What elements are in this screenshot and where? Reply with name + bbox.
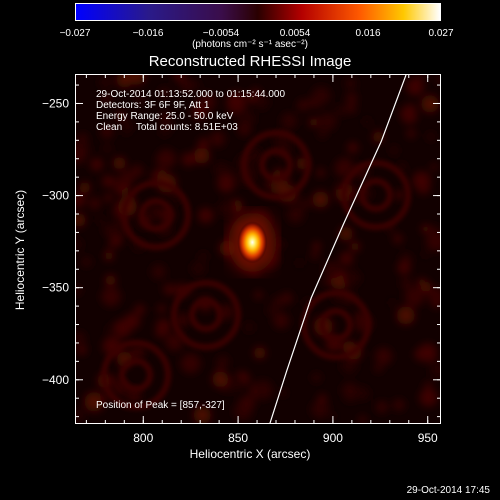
colorbar-tick-label: 0.027 <box>428 28 454 39</box>
colorbar-tick-label: −0.016 <box>132 28 164 39</box>
y-tick-label: −250 <box>42 96 69 110</box>
y-tick-label: −350 <box>42 281 69 295</box>
x-tick-label: 900 <box>323 431 343 445</box>
annotation-detectors: Detectors: 3F 6F 9F, Att 1 <box>96 100 210 111</box>
colorbar-unit-label: (photons cm⁻² s⁻¹ asec⁻²) <box>192 39 308 50</box>
x-axis-label: Heliocentric X (arcsec) <box>189 447 311 461</box>
colorbar-tick-label: 0.0054 <box>279 28 311 39</box>
colorbar-tick-label: −0.0054 <box>202 28 240 39</box>
hxr-source <box>237 221 268 264</box>
timestamp: 29-Oct-2014 17:45 <box>406 485 490 496</box>
annotation-time-range: 29-Oct-2014 01:13:52.000 to 01:15:44.000 <box>96 89 286 100</box>
x-tick-label: 800 <box>133 431 153 445</box>
colorbar <box>75 3 441 21</box>
colorbar-tick-label: −0.027 <box>59 28 91 39</box>
annotation-peak-position: Position of Peak = [857,-327] <box>96 400 225 411</box>
y-axis-label: Heliocentric Y (arcsec) <box>13 189 27 311</box>
annotation-clean-counts: Clean Total counts: 8.51E+03 <box>96 122 238 133</box>
y-tick-label: −300 <box>42 189 69 203</box>
plot-area: 29-Oct-2014 01:13:52.000 to 01:15:44.000… <box>75 74 441 424</box>
chart-title: Reconstructed RHESSI Image <box>148 53 352 70</box>
heatmap-image <box>76 75 440 423</box>
solar-limb-line <box>269 75 407 423</box>
x-tick-label: 950 <box>418 431 438 445</box>
colorbar-tick-label: 0.016 <box>355 28 381 39</box>
y-tick-label: −400 <box>42 373 69 387</box>
annotation-energy-range: Energy Range: 25.0 - 50.0 keV <box>96 111 234 122</box>
x-tick-label: 850 <box>228 431 248 445</box>
